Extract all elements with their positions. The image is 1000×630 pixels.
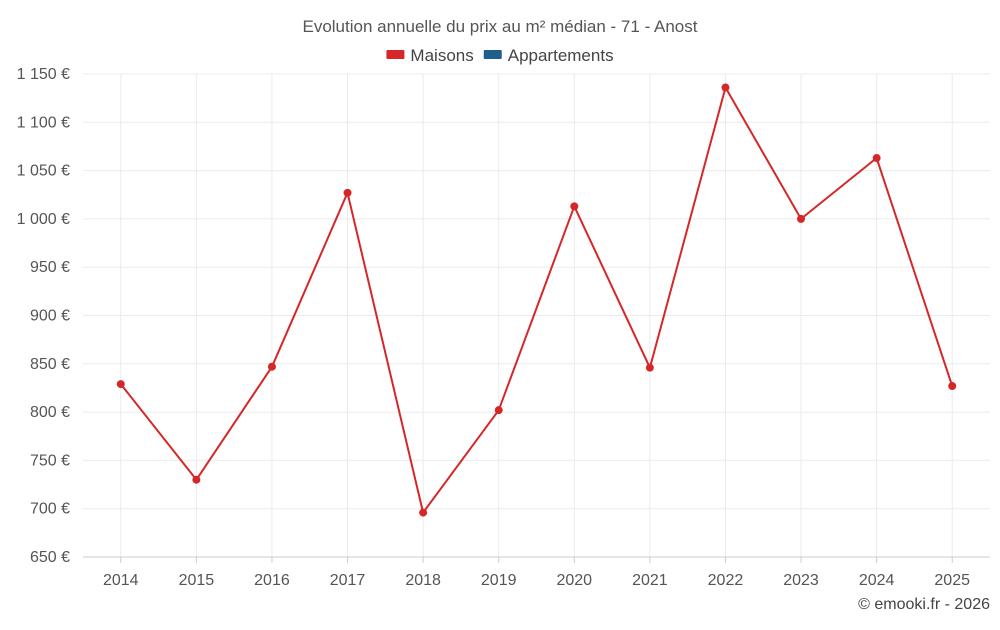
y-tick-label: 700 € <box>30 501 70 518</box>
y-tick-label: 750 € <box>30 452 70 469</box>
legend-item-appartements[interactable]: Appartements <box>483 46 614 65</box>
legend-swatch <box>483 50 502 59</box>
y-tick-label: 1 150 € <box>17 66 70 83</box>
data-point-maisons[interactable] <box>570 202 579 211</box>
x-tick-label: 2024 <box>859 572 895 589</box>
y-axis: 650 € 700 € 750 € 800 € 850 € 900 € 950 € 1 000… <box>17 66 70 566</box>
data-point-maisons[interactable] <box>192 475 201 484</box>
x-tick-label: 2025 <box>934 572 970 589</box>
legend: Maisons Appartements <box>386 46 614 65</box>
y-tick-label: 1 050 € <box>17 163 70 180</box>
series-lines <box>120 86 954 514</box>
y-tick-label: 1 100 € <box>17 114 70 131</box>
x-tick-label: 2020 <box>556 572 592 589</box>
x-tick-label: 2023 <box>783 572 819 589</box>
legend-item-maisons[interactable]: Maisons <box>386 46 474 65</box>
data-point-maisons[interactable] <box>872 154 881 163</box>
y-tick-label: 900 € <box>30 308 70 325</box>
legend-swatch <box>386 50 405 59</box>
grid <box>83 73 990 558</box>
series-line-maisons <box>120 86 954 514</box>
data-point-maisons[interactable] <box>116 380 125 389</box>
chart-title: Evolution annuelle du prix au m² médian … <box>302 17 697 36</box>
legend-label: Maisons <box>410 46 473 65</box>
data-point-maisons[interactable] <box>797 214 806 223</box>
x-axis: 2014 2015 2016 2017 2018 2019 2020 2021 2022 2023… <box>83 556 990 589</box>
x-tick-label: 2021 <box>632 572 668 589</box>
x-tick-label: 2015 <box>179 572 215 589</box>
data-point-maisons[interactable] <box>494 406 503 415</box>
data-point-maisons[interactable] <box>948 382 957 391</box>
data-point-maisons[interactable] <box>645 363 654 372</box>
y-tick-label: 950 € <box>30 259 70 276</box>
y-tick-label: 650 € <box>30 549 70 566</box>
series-points <box>116 83 957 517</box>
y-tick-label: 800 € <box>30 404 70 421</box>
x-tick-label: 2017 <box>330 572 366 589</box>
x-tick-label: 2016 <box>254 572 290 589</box>
x-tick-label: 2019 <box>481 572 517 589</box>
x-tick-label: 2014 <box>103 572 139 589</box>
data-point-maisons[interactable] <box>419 508 428 517</box>
x-tick-label: 2018 <box>405 572 441 589</box>
y-tick-label: 850 € <box>30 356 70 373</box>
x-tick-label: 2022 <box>708 572 744 589</box>
legend-label: Appartements <box>508 46 614 65</box>
data-point-maisons[interactable] <box>721 83 730 92</box>
credit-text: © emooki.fr - 2026 <box>858 596 990 613</box>
data-point-maisons[interactable] <box>267 362 276 371</box>
data-point-maisons[interactable] <box>343 188 352 197</box>
y-tick-label: 1 000 € <box>17 211 70 228</box>
